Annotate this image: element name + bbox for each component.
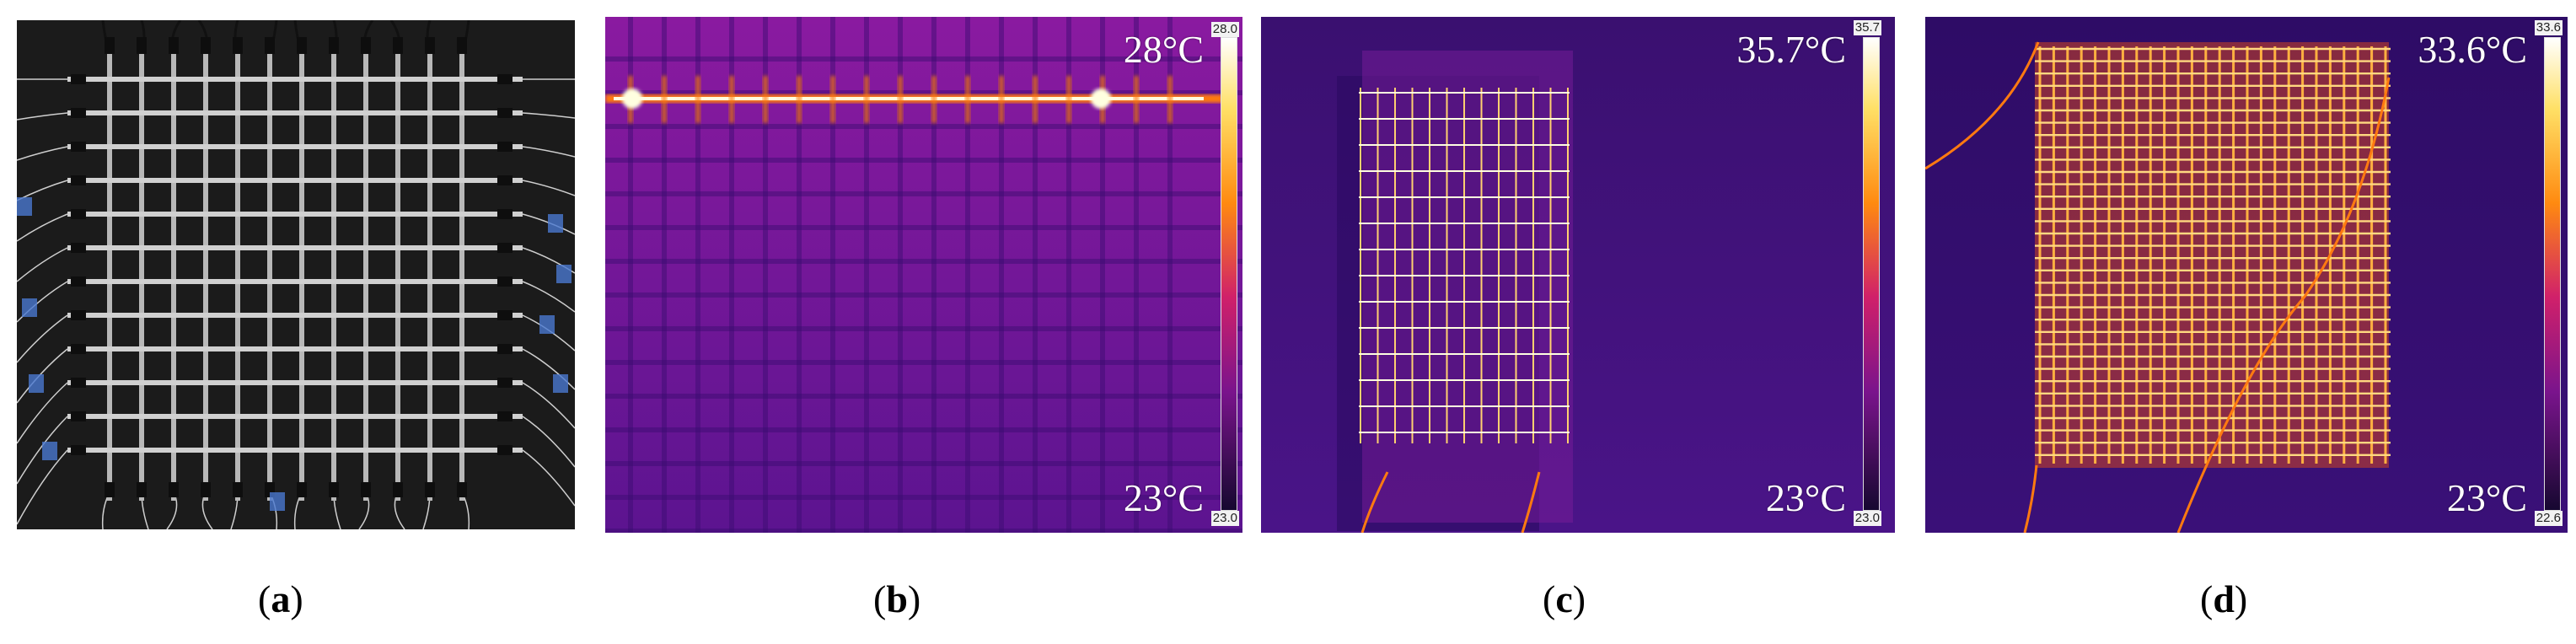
scale-min-value: 23.0: [1853, 511, 1881, 526]
heating-pattern: [605, 17, 1242, 533]
heating-pattern: [1337, 51, 1573, 533]
scale-min-value: 23.0: [1210, 511, 1239, 526]
min-temperature-label: 23°C: [2446, 476, 2527, 519]
caption-c: (c): [1543, 577, 1586, 620]
photo-panel-a: [17, 20, 575, 529]
heating-pattern: [1925, 41, 2391, 533]
caption-d: (d): [2200, 577, 2248, 620]
caption-b: (b): [873, 577, 921, 620]
max-temperature-label: 28°C: [1123, 28, 1204, 71]
thermal-image-b: [605, 17, 1242, 533]
scale-min-value: 22.6: [2534, 511, 2563, 526]
scale-max-value: 28.0: [1210, 22, 1239, 37]
color-scale-bar: [2544, 37, 2561, 511]
thermal-panel-d: 33.6°C 23°C 33.6 22.6: [1925, 17, 2568, 533]
thermal-image-d: [1925, 17, 2568, 533]
thermal-image-c: [1261, 17, 1895, 533]
thermal-panel-c: 35.7°C 23°C 35.7 23.0: [1261, 17, 1895, 533]
color-scale-bar: [1221, 37, 1237, 511]
rod-grid: [17, 20, 575, 529]
caption-a: (a): [258, 577, 303, 620]
max-temperature-label: 33.6°C: [2418, 28, 2527, 71]
max-temperature-label: 35.7°C: [1736, 28, 1846, 71]
scale-max-value: 33.6: [2534, 20, 2563, 35]
min-temperature-label: 23°C: [1765, 476, 1846, 519]
thermal-panel-b: 28°C 23°C 28.0 23.0: [605, 17, 1242, 533]
scale-max-value: 35.7: [1853, 20, 1881, 35]
color-scale-bar: [1863, 37, 1880, 511]
heating-grid-photo: [17, 20, 575, 529]
min-temperature-label: 23°C: [1123, 476, 1204, 519]
